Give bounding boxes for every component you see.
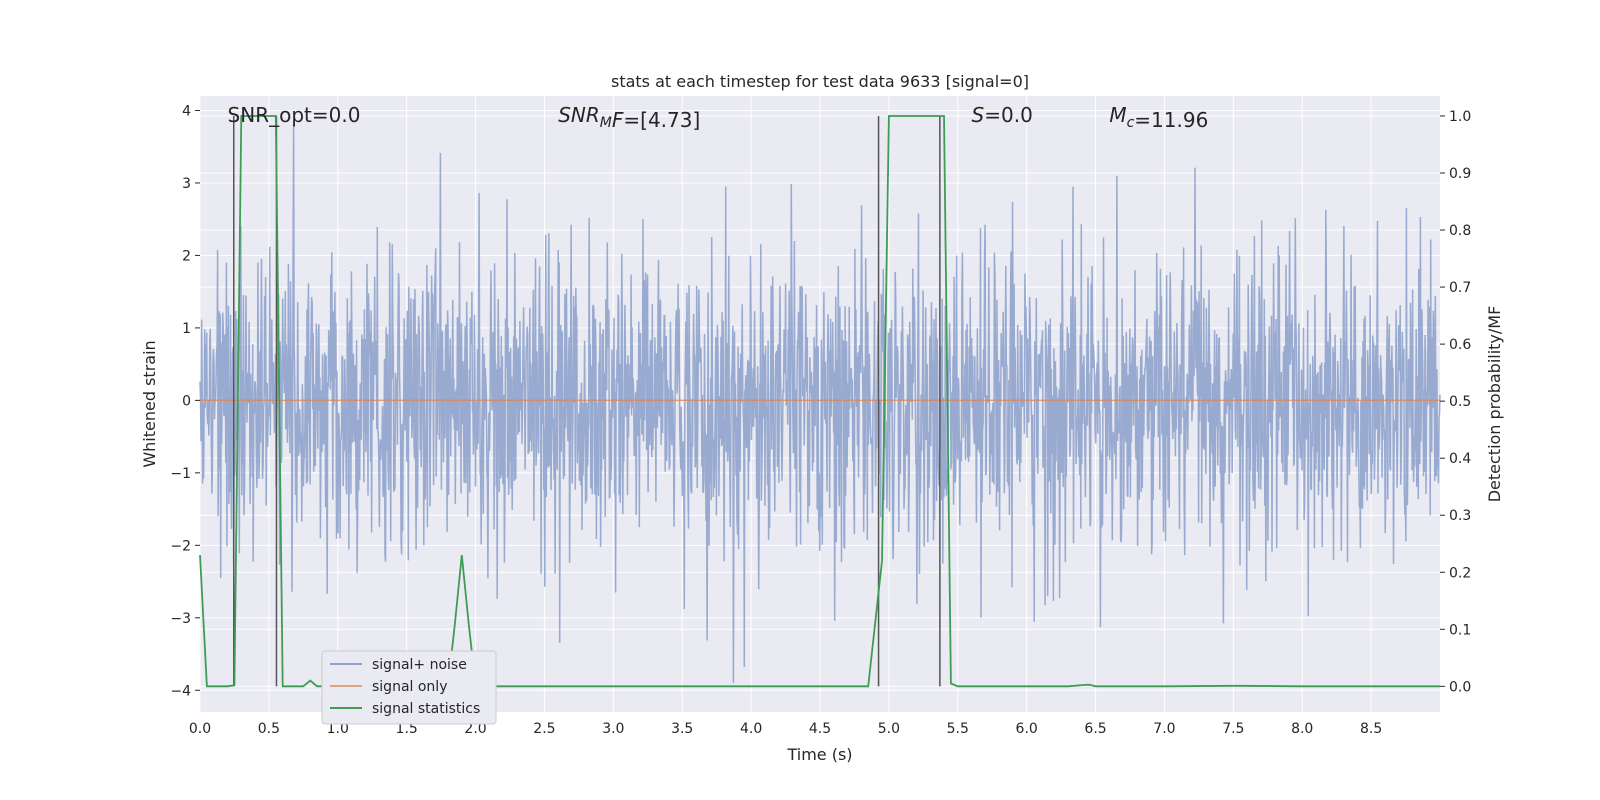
annotation-1: SNRMF=[4.73] <box>558 103 700 132</box>
y2-tick-label: 0.0 <box>1449 679 1471 695</box>
x-tick-label: 1.0 <box>327 721 349 737</box>
x-tick-label: 1.5 <box>396 721 418 737</box>
legend-box <box>321 650 497 725</box>
x-tick-label: 5.5 <box>947 721 969 737</box>
x-tick-label: 6.0 <box>1016 721 1038 737</box>
x-tick-label: 3.0 <box>602 721 624 737</box>
y2-tick-label: 0.2 <box>1449 565 1471 581</box>
y-tick-label: 4 <box>182 103 191 119</box>
y2-axis-label: Detection probability/MF <box>1485 306 1504 503</box>
x-tick-label: 5.0 <box>878 721 900 737</box>
annotation-2: S=0.0 <box>972 103 1033 127</box>
y-tick-label: 3 <box>182 176 191 192</box>
x-tick-label: 7.0 <box>1153 721 1175 737</box>
y2-tick-label: 0.1 <box>1449 622 1471 638</box>
x-tick-label: 8.5 <box>1360 721 1382 737</box>
y2-tick-label: 0.5 <box>1449 394 1471 410</box>
x-tick-label: 6.5 <box>1084 721 1106 737</box>
x-tick-label: 7.5 <box>1222 721 1244 737</box>
x-tick-label: 0.5 <box>258 721 280 737</box>
chart-title: stats at each timestep for test data 963… <box>611 72 1029 91</box>
y-tick-label: 2 <box>182 248 191 264</box>
y-tick-label: −3 <box>170 611 191 627</box>
y-axis-left: −4 −3 −2 −1 0 1 2 3 4 <box>170 103 200 699</box>
y-tick-label: 1 <box>182 321 191 337</box>
y2-tick-label: 0.8 <box>1449 223 1471 239</box>
annotations: SNR_opt=0.0 SNRMF=[4.73] S=0.0 Mc=11.96 <box>228 103 1209 132</box>
y-tick-label: −4 <box>170 683 191 699</box>
y-axis-label: Whitened strain <box>140 340 159 467</box>
y2-tick-label: 1.0 <box>1449 109 1471 125</box>
x-tick-label: 3.5 <box>671 721 693 737</box>
y2-tick-label: 0.4 <box>1449 451 1471 467</box>
x-axis-label: Time (s) <box>786 745 852 764</box>
x-tick-label: 4.0 <box>740 721 762 737</box>
y2-tick-label: 0.3 <box>1449 508 1471 524</box>
series-signal-statistics <box>199 115 1440 688</box>
x-tick-label: 8.0 <box>1291 721 1313 737</box>
x-tick-label: 2.0 <box>464 721 486 737</box>
legend-label-signal-statistics: signal statistics <box>372 701 480 717</box>
y-axis-right: 0.0 0.1 0.2 0.3 0.4 0.5 0.6 0.7 0.8 0.9 1.0 <box>1440 109 1471 695</box>
annotation-0: SNR_opt=0.0 <box>228 103 361 127</box>
noise-line <box>199 124 1441 684</box>
y-tick-label: 0 <box>182 393 191 409</box>
x-axis: 0.0 0.5 1.0 1.5 2.0 2.5 3.0 3.5 4.0 4.5 5.0 5.5 6.0 6… <box>189 721 1382 737</box>
series-signal-noise <box>199 124 1441 684</box>
y-tick-label: −2 <box>170 538 191 554</box>
legend-label-signal-only: signal only <box>372 679 447 695</box>
statistics-line <box>199 115 1440 688</box>
annotation-3: Mc=11.96 <box>1109 103 1208 132</box>
x-tick-label: 2.5 <box>533 721 555 737</box>
x-tick-label: 4.5 <box>809 721 831 737</box>
x-tick-label: 0.0 <box>189 721 211 737</box>
y-tick-label: −1 <box>170 466 191 482</box>
legend: signal+ noise signal only signal statist… <box>321 650 497 725</box>
y2-tick-label: 0.7 <box>1449 280 1471 296</box>
legend-label-signal-noise: signal+ noise <box>372 657 467 673</box>
y2-tick-label: 0.9 <box>1449 166 1471 182</box>
y2-tick-label: 0.6 <box>1449 337 1471 353</box>
